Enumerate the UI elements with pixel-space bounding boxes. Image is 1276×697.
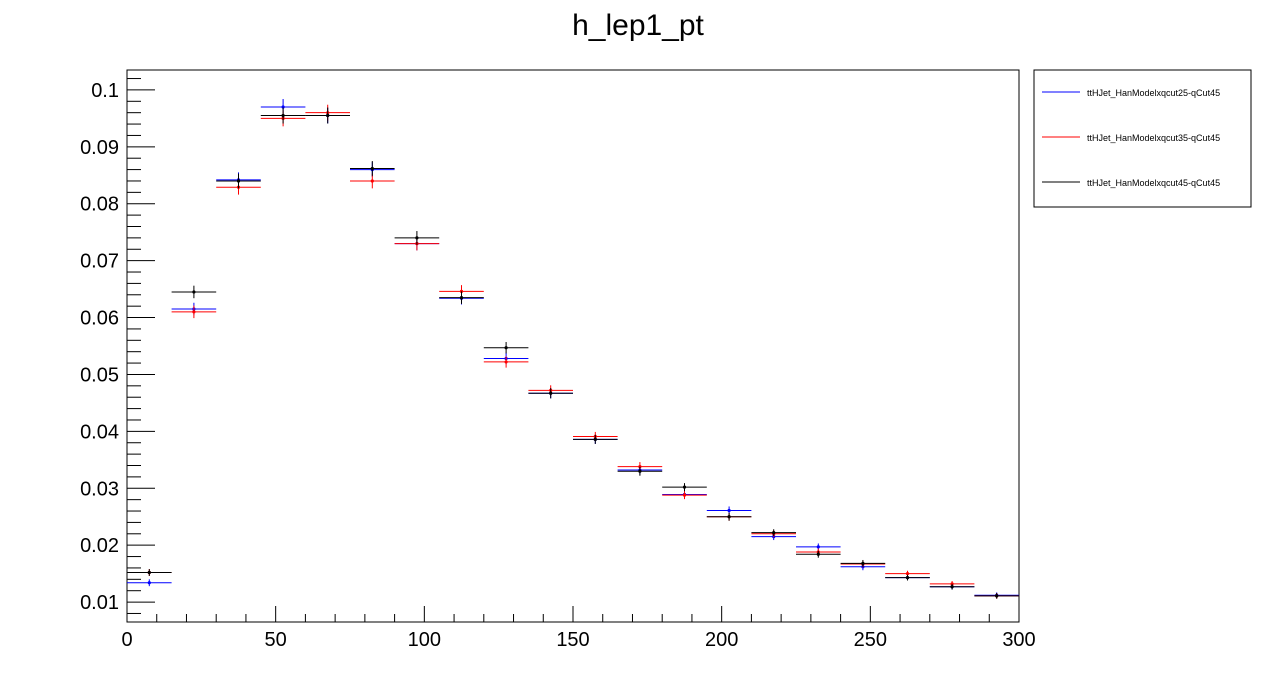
data-point — [260, 107, 306, 124]
series-1 — [127, 99, 1019, 599]
y-tick-label: 0.1 — [91, 80, 119, 102]
marker — [950, 585, 954, 589]
marker — [281, 113, 285, 118]
marker — [459, 296, 464, 300]
data-point — [974, 592, 1019, 599]
data-point — [171, 305, 217, 319]
data-point — [706, 512, 752, 521]
marker — [593, 437, 597, 441]
data-point — [439, 291, 484, 304]
y-tick-label: 0.05 — [80, 364, 119, 386]
data-point — [305, 107, 350, 124]
marker — [861, 561, 865, 565]
marker — [147, 581, 151, 585]
legend-entry: ttHJet_HanModelxqcut25-qCut45 — [1042, 88, 1220, 98]
legend-entry: ttHJet_HanModelxqcut35-qCut45 — [1042, 133, 1220, 143]
y-tick-label: 0.03 — [80, 478, 119, 500]
legend-entry: ttHJet_HanModelxqcut45-qCut45 — [1042, 178, 1220, 188]
marker — [905, 572, 910, 576]
x-tick-label: 0 — [121, 629, 132, 651]
data-point — [127, 579, 172, 587]
data-point — [528, 388, 573, 399]
marker — [816, 552, 820, 556]
y-tick-label: 0.04 — [80, 421, 119, 443]
marker — [727, 508, 731, 513]
marker — [816, 545, 820, 549]
series-2 — [127, 104, 1019, 599]
y-tick-label: 0.01 — [80, 592, 119, 614]
data-point — [751, 529, 796, 537]
data-point — [573, 434, 618, 444]
data-point — [171, 285, 217, 299]
data-point — [617, 466, 663, 476]
series-3 — [127, 107, 1019, 599]
x-tick-label: 50 — [265, 629, 287, 651]
plot-frame — [126, 69, 1020, 623]
data-point — [394, 231, 440, 245]
chart-title: h_lep1_pt — [572, 9, 704, 42]
y-tick-label: 0.08 — [80, 194, 119, 216]
data-point — [885, 574, 930, 581]
data-point — [216, 173, 261, 189]
legend-label: ttHJet_HanModelxqcut45-qCut45 — [1087, 178, 1220, 188]
y-axis: 0.01 0.02 0.03 0.04 0.05 0.06 0.07 0.08 0.09 0.1 — [80, 78, 155, 614]
marker — [682, 493, 687, 497]
data-point — [662, 491, 707, 500]
marker — [236, 179, 241, 183]
data-point — [350, 161, 395, 176]
data-point — [840, 559, 886, 567]
marker — [504, 360, 508, 364]
data-point — [127, 569, 172, 576]
marker — [281, 105, 285, 109]
marker — [192, 290, 196, 294]
marker — [549, 391, 553, 395]
marker — [370, 179, 374, 183]
marker — [415, 236, 419, 240]
x-axis: 0 50 100 150 200 250 300 — [121, 606, 1036, 651]
data-point — [662, 483, 707, 492]
y-tick-label: 0.06 — [80, 308, 119, 330]
marker — [504, 346, 508, 350]
marker — [727, 515, 731, 519]
legend-label: ttHJet_HanModelxqcut35-qCut45 — [1087, 133, 1220, 143]
legend: ttHJet_HanModelxqcut25-qCut45 ttHJet_HanM… — [1033, 69, 1252, 208]
data-point — [796, 550, 841, 558]
x-tick-label: 150 — [556, 629, 589, 651]
data-point — [483, 356, 529, 368]
marker — [638, 469, 642, 473]
legend-label: ttHJet_HanModelxqcut25-qCut45 — [1087, 88, 1220, 98]
marker — [192, 310, 196, 314]
marker — [995, 594, 999, 598]
data-point — [483, 342, 529, 354]
legend-box — [1033, 69, 1252, 208]
y-tick-label: 0.02 — [80, 535, 119, 557]
x-tick-label: 300 — [1002, 629, 1035, 651]
x-tick-label: 200 — [705, 629, 738, 651]
marker — [147, 570, 151, 575]
marker — [772, 531, 776, 535]
y-tick-label: 0.07 — [80, 251, 119, 273]
marker — [905, 576, 910, 580]
x-tick-label: 100 — [408, 629, 441, 651]
data-point — [929, 583, 975, 590]
marker — [682, 485, 687, 489]
marker — [370, 166, 374, 171]
data-point — [350, 173, 395, 189]
series-layer — [127, 99, 1019, 599]
y-tick-label: 0.09 — [80, 137, 119, 159]
x-tick-label: 250 — [854, 629, 887, 651]
marker — [326, 113, 330, 118]
